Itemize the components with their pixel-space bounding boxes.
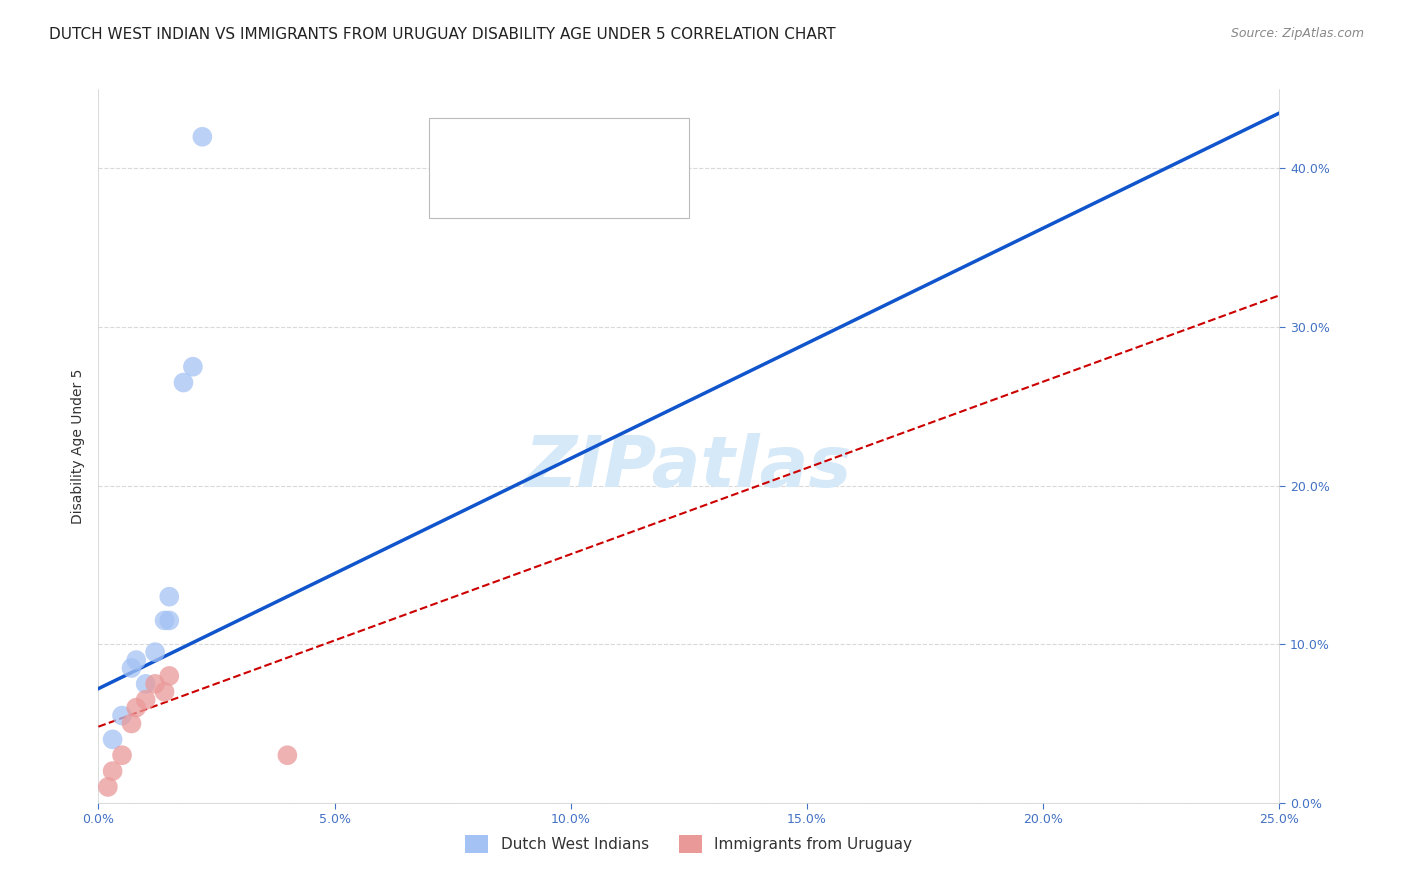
Text: Source: ZipAtlas.com: Source: ZipAtlas.com	[1230, 27, 1364, 40]
Point	[97, 780, 120, 794]
Text: ■: ■	[440, 181, 457, 199]
Point	[157, 669, 180, 683]
Text: N =: N =	[585, 138, 619, 153]
Text: 0.831: 0.831	[517, 138, 565, 153]
Point	[181, 359, 204, 374]
Point	[153, 614, 176, 628]
Text: R =: R =	[471, 138, 503, 153]
Point	[276, 748, 298, 763]
Point	[172, 376, 194, 390]
Point	[135, 692, 157, 706]
Text: ■: ■	[440, 136, 457, 154]
Point	[191, 129, 214, 144]
Point	[121, 661, 143, 675]
Point	[101, 732, 124, 747]
Text: R =: R =	[471, 182, 503, 197]
Point	[157, 614, 180, 628]
Point	[121, 716, 143, 731]
Point	[157, 590, 180, 604]
Text: N =: N =	[585, 182, 619, 197]
Point	[111, 708, 134, 723]
Point	[153, 685, 176, 699]
Legend: Dutch West Indians, Immigrants from Uruguay: Dutch West Indians, Immigrants from Urug…	[460, 829, 918, 859]
Point	[111, 748, 134, 763]
Text: 10: 10	[631, 182, 652, 197]
Point	[125, 653, 148, 667]
Text: 12: 12	[631, 138, 652, 153]
Text: DUTCH WEST INDIAN VS IMMIGRANTS FROM URUGUAY DISABILITY AGE UNDER 5 CORRELATION : DUTCH WEST INDIAN VS IMMIGRANTS FROM URU…	[49, 27, 835, 42]
Point	[125, 700, 148, 714]
Point	[135, 677, 157, 691]
Point	[101, 764, 124, 778]
Y-axis label: Disability Age Under 5: Disability Age Under 5	[70, 368, 84, 524]
Point	[143, 677, 166, 691]
Text: 0.485: 0.485	[517, 182, 565, 197]
Text: ZIPatlas: ZIPatlas	[526, 433, 852, 502]
Point	[143, 645, 166, 659]
